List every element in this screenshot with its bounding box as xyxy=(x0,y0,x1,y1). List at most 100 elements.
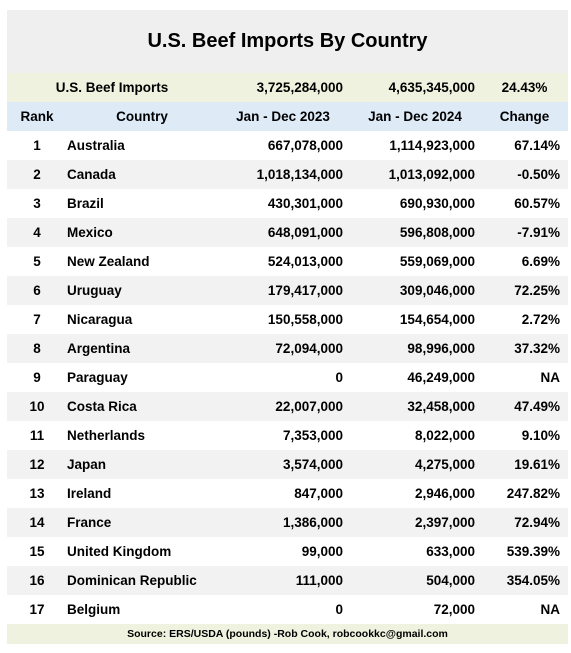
change-cell: 72.25% xyxy=(481,276,568,305)
country-cell: Argentina xyxy=(67,334,217,363)
value-2023-cell: 524,013,000 xyxy=(217,247,349,276)
table-row: 10 Costa Rica 22,007,000 32,458,000 47.49% xyxy=(7,392,568,421)
country-cell: Costa Rica xyxy=(67,392,217,421)
rank-cell: 7 xyxy=(7,305,67,334)
summary-total-2023: 3,725,284,000 xyxy=(217,73,349,102)
value-2024-cell: 1,114,923,000 xyxy=(349,131,481,160)
table-row: 12 Japan 3,574,000 4,275,000 19.61% xyxy=(7,450,568,479)
rank-cell: 4 xyxy=(7,218,67,247)
rank-cell: 12 xyxy=(7,450,67,479)
table-row: 2 Canada 1,018,134,000 1,013,092,000 -0.50% xyxy=(7,160,568,189)
source-footer: Source: ERS/USDA (pounds) -Rob Cook, rob… xyxy=(7,624,568,644)
change-cell: 9.10% xyxy=(481,421,568,450)
value-2024-cell: 32,458,000 xyxy=(349,392,481,421)
change-cell: 72.94% xyxy=(481,508,568,537)
change-cell: 37.32% xyxy=(481,334,568,363)
value-2023-cell: 430,301,000 xyxy=(217,189,349,218)
country-cell: Mexico xyxy=(67,218,217,247)
value-2023-cell: 150,558,000 xyxy=(217,305,349,334)
value-2024-cell: 46,249,000 xyxy=(349,363,481,392)
value-2023-cell: 667,078,000 xyxy=(217,131,349,160)
country-cell: Australia xyxy=(67,131,217,160)
table-row: 13 Ireland 847,000 2,946,000 247.82% xyxy=(7,479,568,508)
change-cell: 6.69% xyxy=(481,247,568,276)
rank-cell: 6 xyxy=(7,276,67,305)
country-cell: Dominican Republic xyxy=(67,566,217,595)
rank-cell: 13 xyxy=(7,479,67,508)
country-cell: Belgium xyxy=(67,595,217,624)
change-cell: 2.72% xyxy=(481,305,568,334)
table-row: 6 Uruguay 179,417,000 309,046,000 72.25% xyxy=(7,276,568,305)
table-row: 3 Brazil 430,301,000 690,930,000 60.57% xyxy=(7,189,568,218)
value-2023-cell: 7,353,000 xyxy=(217,421,349,450)
value-2023-cell: 1,386,000 xyxy=(217,508,349,537)
value-2024-cell: 309,046,000 xyxy=(349,276,481,305)
value-2023-cell: 847,000 xyxy=(217,479,349,508)
table-row: 4 Mexico 648,091,000 596,808,000 -7.91% xyxy=(7,218,568,247)
change-cell: 19.61% xyxy=(481,450,568,479)
rank-cell: 1 xyxy=(7,131,67,160)
change-cell: -7.91% xyxy=(481,218,568,247)
table-row: 17 Belgium 0 72,000 NA xyxy=(7,595,568,624)
change-cell: 539.39% xyxy=(481,537,568,566)
table-row: 5 New Zealand 524,013,000 559,069,000 6.69% xyxy=(7,247,568,276)
change-cell: 47.49% xyxy=(481,392,568,421)
header-row: Rank Country Jan - Dec 2023 Jan - Dec 20… xyxy=(7,102,568,131)
imports-table: U.S. Beef Imports 3,725,284,000 4,635,34… xyxy=(7,73,568,624)
summary-total-2024: 4,635,345,000 xyxy=(349,73,481,102)
table-row: 16 Dominican Republic 111,000 504,000 354.05… xyxy=(7,566,568,595)
rank-cell: 5 xyxy=(7,247,67,276)
table-row: 8 Argentina 72,094,000 98,996,000 37.32% xyxy=(7,334,568,363)
table-row: 11 Netherlands 7,353,000 8,022,000 9.10% xyxy=(7,421,568,450)
value-2024-cell: 559,069,000 xyxy=(349,247,481,276)
country-cell: Netherlands xyxy=(67,421,217,450)
value-2023-cell: 72,094,000 xyxy=(217,334,349,363)
value-2024-cell: 72,000 xyxy=(349,595,481,624)
country-cell: France xyxy=(67,508,217,537)
country-cell: Nicaragua xyxy=(67,305,217,334)
value-2024-cell: 504,000 xyxy=(349,566,481,595)
value-2024-cell: 98,996,000 xyxy=(349,334,481,363)
change-cell: 60.57% xyxy=(481,189,568,218)
value-2023-cell: 3,574,000 xyxy=(217,450,349,479)
table-row: 7 Nicaragua 150,558,000 154,654,000 2.72% xyxy=(7,305,568,334)
change-cell: NA xyxy=(481,595,568,624)
summary-row: U.S. Beef Imports 3,725,284,000 4,635,34… xyxy=(7,73,568,102)
value-2024-cell: 8,022,000 xyxy=(349,421,481,450)
header-2024: Jan - Dec 2024 xyxy=(349,102,481,131)
value-2024-cell: 596,808,000 xyxy=(349,218,481,247)
value-2023-cell: 0 xyxy=(217,595,349,624)
table-row: 15 United Kingdom 99,000 633,000 539.39% xyxy=(7,537,568,566)
country-cell: Ireland xyxy=(67,479,217,508)
rank-cell: 14 xyxy=(7,508,67,537)
value-2023-cell: 22,007,000 xyxy=(217,392,349,421)
value-2023-cell: 99,000 xyxy=(217,537,349,566)
value-2024-cell: 633,000 xyxy=(349,537,481,566)
value-2024-cell: 154,654,000 xyxy=(349,305,481,334)
imports-table-container: U.S. Beef Imports By Country U.S. Beef I… xyxy=(7,10,568,644)
value-2023-cell: 648,091,000 xyxy=(217,218,349,247)
value-2023-cell: 0 xyxy=(217,363,349,392)
rank-cell: 10 xyxy=(7,392,67,421)
summary-label: U.S. Beef Imports xyxy=(7,73,217,102)
change-cell: -0.50% xyxy=(481,160,568,189)
rank-cell: 9 xyxy=(7,363,67,392)
value-2024-cell: 2,946,000 xyxy=(349,479,481,508)
change-cell: NA xyxy=(481,363,568,392)
header-rank: Rank xyxy=(7,102,67,131)
country-cell: Canada xyxy=(67,160,217,189)
rank-cell: 2 xyxy=(7,160,67,189)
country-cell: Brazil xyxy=(67,189,217,218)
value-2023-cell: 111,000 xyxy=(217,566,349,595)
country-cell: Uruguay xyxy=(67,276,217,305)
value-2024-cell: 690,930,000 xyxy=(349,189,481,218)
change-cell: 247.82% xyxy=(481,479,568,508)
value-2024-cell: 1,013,092,000 xyxy=(349,160,481,189)
rank-cell: 3 xyxy=(7,189,67,218)
rank-cell: 11 xyxy=(7,421,67,450)
table-row: 9 Paraguay 0 46,249,000 NA xyxy=(7,363,568,392)
change-cell: 354.05% xyxy=(481,566,568,595)
country-cell: Paraguay xyxy=(67,363,217,392)
country-cell: New Zealand xyxy=(67,247,217,276)
header-change: Change xyxy=(481,102,568,131)
